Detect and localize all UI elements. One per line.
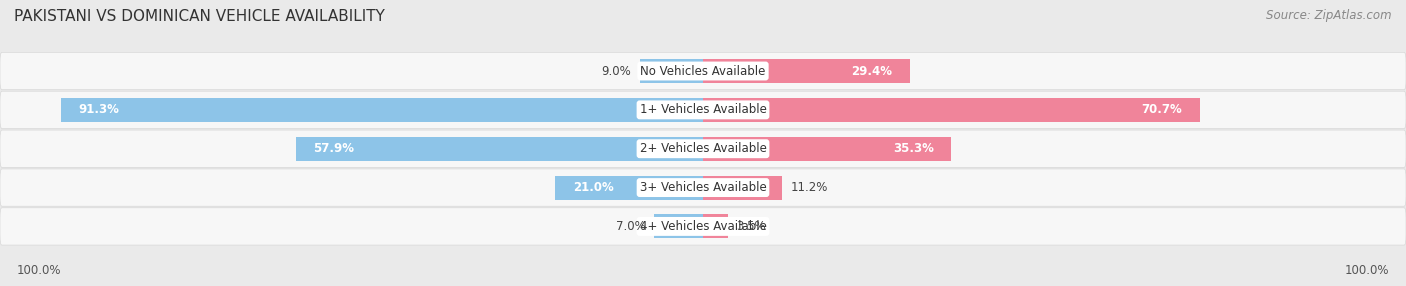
Text: 70.7%: 70.7% (1142, 103, 1182, 116)
Text: 7.0%: 7.0% (616, 220, 645, 233)
Text: 100.0%: 100.0% (17, 265, 62, 277)
Text: 3+ Vehicles Available: 3+ Vehicles Available (640, 181, 766, 194)
Bar (654, 214, 703, 239)
FancyBboxPatch shape (0, 130, 1406, 167)
FancyBboxPatch shape (0, 91, 1406, 128)
Text: Source: ZipAtlas.com: Source: ZipAtlas.com (1267, 9, 1392, 21)
Text: 4+ Vehicles Available: 4+ Vehicles Available (640, 220, 766, 233)
Text: 100.0%: 100.0% (1344, 265, 1389, 277)
Bar (703, 176, 782, 200)
Text: 21.0%: 21.0% (574, 181, 613, 194)
Text: No Vehicles Available: No Vehicles Available (640, 65, 766, 78)
Text: 91.3%: 91.3% (79, 103, 120, 116)
Bar (640, 59, 703, 83)
Bar (60, 98, 703, 122)
FancyBboxPatch shape (0, 169, 1406, 206)
Text: 29.4%: 29.4% (851, 65, 893, 78)
Text: 9.0%: 9.0% (602, 65, 631, 78)
Bar (555, 176, 703, 200)
Text: 11.2%: 11.2% (790, 181, 828, 194)
Text: 1+ Vehicles Available: 1+ Vehicles Available (640, 103, 766, 116)
Text: PAKISTANI VS DOMINICAN VEHICLE AVAILABILITY: PAKISTANI VS DOMINICAN VEHICLE AVAILABIL… (14, 9, 385, 23)
FancyBboxPatch shape (0, 52, 1406, 90)
Bar (703, 214, 728, 239)
Bar (703, 137, 950, 161)
Text: 57.9%: 57.9% (314, 142, 354, 155)
FancyBboxPatch shape (0, 208, 1406, 245)
Text: 2+ Vehicles Available: 2+ Vehicles Available (640, 142, 766, 155)
Bar (703, 59, 910, 83)
Text: 3.5%: 3.5% (737, 220, 766, 233)
Text: 35.3%: 35.3% (893, 142, 934, 155)
Bar (297, 137, 703, 161)
Bar (703, 98, 1201, 122)
